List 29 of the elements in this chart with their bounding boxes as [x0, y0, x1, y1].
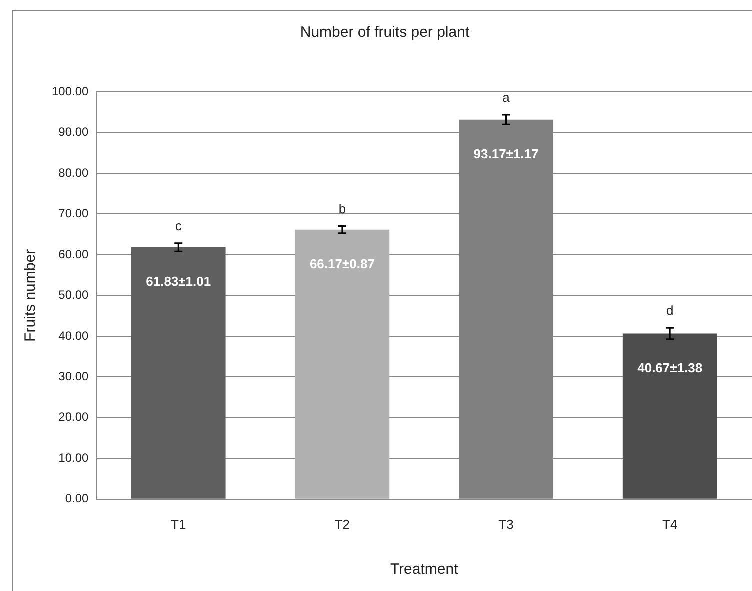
data-label: 40.67±1.38	[638, 360, 703, 376]
bar	[295, 230, 390, 499]
x-tick-label: T2	[334, 516, 350, 532]
y-tick-label: 0.00	[65, 492, 90, 506]
y-tick-label: 10.00	[58, 450, 90, 465]
bar	[622, 334, 718, 499]
x-axis-title: Treatment	[390, 561, 460, 578]
data-label: 93.17±1.17	[474, 146, 539, 162]
annotation: d	[666, 303, 674, 318]
y-tick-label: 50.00	[58, 288, 90, 302]
bar	[131, 248, 226, 499]
y-tick-label: 30.00	[58, 369, 90, 384]
chart-title: Number of fruits per plant	[300, 24, 470, 42]
y-tick-label: 60.00	[58, 247, 90, 262]
annotation: b	[338, 201, 346, 216]
y-tick-label: 80.00	[58, 166, 90, 180]
y-tick-label: 20.00	[58, 410, 90, 424]
data-label: 61.83±1.01	[146, 274, 212, 290]
x-tick-label: T1	[171, 516, 186, 532]
annotation: c	[175, 218, 182, 234]
y-axis-title: Fruits number	[22, 249, 40, 342]
y-tick-label: 70.00	[58, 206, 90, 221]
x-tick-label: T3	[498, 516, 514, 532]
x-tick-label: T4	[662, 516, 678, 532]
y-tick-label: 90.00	[58, 125, 90, 140]
y-tick-label: 40.00	[58, 328, 90, 343]
data-label: 66.17±0.87	[310, 256, 375, 272]
annotation: a	[502, 90, 511, 106]
y-tick-label: 100.00	[52, 84, 90, 98]
